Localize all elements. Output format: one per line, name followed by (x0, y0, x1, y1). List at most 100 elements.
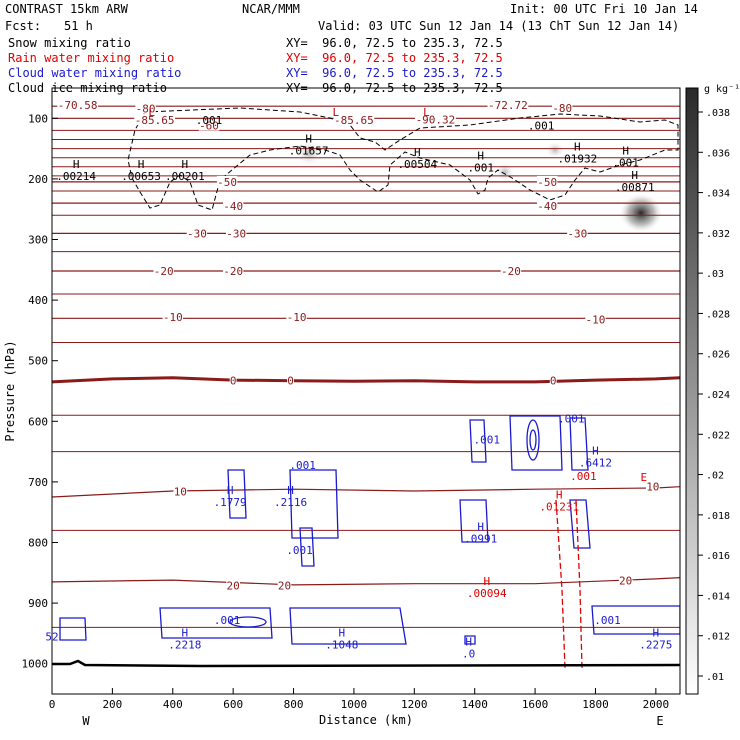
contour-value-label: .001 (594, 614, 621, 627)
maximum-value: .00871 (615, 181, 655, 194)
label-background (198, 119, 220, 131)
contour-value-label: .001 (289, 459, 316, 472)
maximum-marker: H (477, 150, 484, 163)
x-tick-label: 2000 (643, 698, 670, 711)
x-tick-label: 0 (49, 698, 56, 711)
contour-value-label: .001 (286, 544, 313, 557)
contour-label: 0 (287, 375, 294, 388)
isotherm-10 (52, 486, 680, 498)
label-background (229, 374, 237, 386)
maximum-marker: H (287, 484, 294, 497)
label-background (536, 200, 558, 212)
maximum-value: .00653 (121, 170, 161, 183)
y-tick-label: 800 (28, 537, 48, 550)
maximum-marker: H (477, 520, 484, 533)
maximum-value: .00201 (165, 170, 205, 183)
x-tick-label: 400 (163, 698, 183, 711)
y-tick-label: 200 (28, 173, 48, 186)
contour-label: -72.72 (488, 99, 528, 112)
snow-maximum-shading (545, 141, 565, 159)
maximum-marker: H (622, 145, 629, 158)
maximum-value: .2275 (639, 638, 672, 651)
colorbar-tick-label: .032 (706, 229, 730, 240)
misc-labels: .001 .001 .001 .001 .001 E .001 .001 .001 .001 (196, 114, 647, 627)
label-background (536, 175, 558, 187)
forecast-hours: 51 h (64, 19, 93, 33)
contour-label: -40 (537, 200, 557, 213)
label-background (226, 579, 240, 591)
y-tick-label: 1000 (22, 658, 49, 671)
maximum-value: .00094 (467, 587, 507, 600)
contour-value-label: E (640, 471, 647, 484)
contour-label: -20 (154, 265, 174, 278)
y-tick-label: 300 (28, 234, 48, 247)
contour-value-label: .001 (528, 120, 555, 133)
colorbar-tick-label: .028 (706, 309, 730, 320)
y-axis: 100 200 300 400 500 600 700 800 900 1000 (22, 112, 58, 671)
isotherm-contours (52, 105, 680, 628)
contour-label: -10 (287, 311, 307, 324)
colorbar-unit: g kg⁻¹ (704, 84, 740, 95)
contour-label: -30 (226, 227, 246, 240)
colorbar-tick-label: .014 (706, 591, 730, 602)
contour-value-label: .001 (558, 412, 585, 425)
cloud-water-contours (59, 415, 680, 645)
x-tick-label: 200 (102, 698, 122, 711)
contour-label: -20 (223, 265, 243, 278)
contour-value-label: .001 (196, 114, 223, 127)
colorbar-tick-label: .03 (706, 269, 724, 280)
label-background (277, 579, 292, 591)
x-tick-label: 1800 (582, 698, 609, 711)
colorbar: g kg⁻¹ .01 .012 .014 .016 .018 .02 .022 .024 .02… (685, 84, 740, 695)
model-title: CONTRAST 15km ARW (5, 2, 128, 16)
snow-maximum-shading (619, 193, 663, 233)
label-background (134, 114, 176, 126)
maximum-value: .00214 (56, 170, 96, 183)
y-tick-label: 400 (28, 294, 48, 307)
maximum-value: .01231 (539, 500, 579, 513)
maximum-value: .00504 (397, 158, 437, 171)
y-tick-label: 500 (28, 355, 48, 368)
contour-label: -60 (199, 120, 219, 133)
init-time: Init: 00 UTC Fri 10 Jan 14 (510, 2, 698, 16)
valid-time: Valid: 03 UTC Sun 12 Jan 14 (13 ChT Sun … (318, 19, 680, 33)
colorbar-tick-label: .034 (706, 189, 730, 200)
contour-label: 10 (646, 481, 659, 494)
center-title: NCAR/MMM (242, 2, 300, 16)
contour-label: -30 (567, 227, 587, 240)
label-background (287, 374, 294, 386)
maximum-value: .001 (612, 157, 639, 170)
x-tick-label: 1200 (401, 698, 428, 711)
x-tick-label: 1400 (461, 698, 488, 711)
colorbar-tick-label: .02 (706, 471, 724, 482)
contour-label: 20 (619, 575, 632, 588)
maximum-value: .0 (462, 648, 475, 661)
maximum-value: .2116 (274, 496, 307, 509)
label-background (153, 265, 174, 277)
contour-label: 0 (230, 375, 237, 388)
rain-water-contours (555, 499, 583, 669)
field-xy: XY= 96.0, 72.5 to 235.3, 72.5 (286, 51, 503, 65)
field-name: Cloud water mixing ratio (8, 66, 182, 80)
x-axis-label: Distance (km) (319, 713, 413, 727)
low-marker: L (423, 106, 430, 119)
y-axis-label: Pressure (hPa) (3, 340, 17, 441)
colorbar-tick-label: .026 (706, 350, 730, 361)
maximum-marker: H (73, 158, 80, 171)
contour-label: 10 (174, 486, 187, 499)
maximum-marker: H (653, 626, 660, 639)
maximum-marker: H (592, 445, 599, 458)
colorbar-ticks: .01 .012 .014 .016 .018 .02 .022 .024 .026 .028 .0… (698, 108, 730, 683)
contour-label: 20 (278, 580, 291, 593)
maximum-marker: H (182, 626, 189, 639)
contour-label: -85.65 (135, 114, 175, 127)
ground-surface (52, 659, 680, 668)
label-background (585, 313, 606, 325)
y-tick-label: 600 (28, 415, 48, 428)
field-name: Rain water mixing ratio (8, 51, 175, 65)
x-axis: 0 200 400 600 800 1000 1200 1400 1600 1800 2000 (49, 688, 669, 711)
colorbar-tick-label: .038 (706, 108, 730, 119)
contour-label: -80 (552, 102, 572, 115)
